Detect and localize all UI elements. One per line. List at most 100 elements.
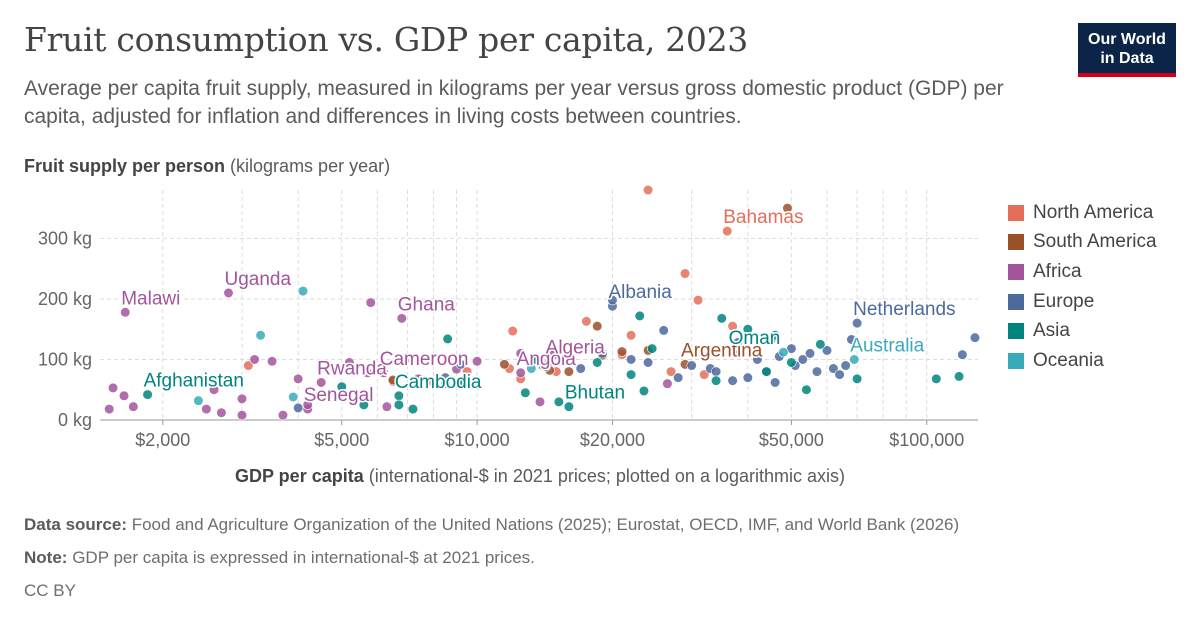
data-point[interactable]	[344, 357, 355, 368]
legend-item-oceania[interactable]: Oceania	[1008, 346, 1157, 376]
data-point[interactable]	[732, 337, 743, 348]
data-point[interactable]	[293, 373, 304, 384]
data-point[interactable]	[742, 372, 753, 383]
data-point[interactable]	[727, 375, 738, 386]
data-point[interactable]	[118, 390, 130, 401]
data-point[interactable]	[515, 367, 526, 378]
data-point[interactable]	[472, 356, 483, 367]
data-point[interactable]	[381, 401, 392, 412]
data-point[interactable]	[786, 357, 797, 368]
data-point[interactable]	[534, 396, 546, 407]
data-point[interactable]	[302, 399, 313, 410]
data-point[interactable]	[634, 310, 645, 321]
data-point[interactable]	[811, 366, 823, 377]
data-point[interactable]	[378, 367, 389, 378]
data-point[interactable]	[457, 375, 469, 386]
data-point[interactable]	[316, 377, 327, 388]
owid-logo[interactable]: Our World in Data	[1078, 23, 1176, 77]
data-point[interactable]	[243, 360, 254, 371]
data-point[interactable]	[679, 268, 691, 279]
data-point[interactable]	[293, 402, 304, 413]
data-point[interactable]	[142, 389, 153, 400]
data-point[interactable]	[834, 369, 845, 380]
data-point[interactable]	[428, 377, 439, 388]
data-point[interactable]	[236, 393, 248, 404]
data-point[interactable]	[828, 363, 839, 374]
data-point[interactable]	[646, 343, 658, 354]
data-point[interactable]	[365, 297, 376, 308]
data-point[interactable]	[722, 226, 733, 237]
data-point[interactable]	[969, 332, 981, 343]
data-point[interactable]	[499, 359, 510, 370]
data-point[interactable]	[642, 184, 654, 196]
data-point[interactable]	[957, 349, 968, 360]
legend-item-asia[interactable]: Asia	[1008, 316, 1157, 346]
data-point[interactable]	[540, 361, 551, 372]
data-point[interactable]	[396, 313, 407, 324]
data-point[interactable]	[530, 354, 541, 365]
data-point[interactable]	[461, 366, 473, 377]
data-point[interactable]	[399, 355, 410, 366]
data-point[interactable]	[638, 385, 650, 397]
data-point[interactable]	[852, 318, 863, 329]
data-point[interactable]	[852, 373, 863, 384]
data-point[interactable]	[716, 313, 727, 324]
data-point[interactable]	[104, 404, 115, 415]
data-point[interactable]	[742, 324, 753, 335]
data-point[interactable]	[821, 345, 833, 356]
data-point[interactable]	[128, 401, 139, 412]
license[interactable]: CC BY	[24, 581, 76, 600]
data-point[interactable]	[625, 354, 637, 365]
data-point[interactable]	[107, 382, 119, 394]
data-point[interactable]	[597, 348, 608, 359]
data-point[interactable]	[442, 333, 453, 344]
data-point[interactable]	[201, 404, 212, 415]
data-point[interactable]	[507, 325, 518, 337]
data-point[interactable]	[520, 387, 531, 398]
data-point[interactable]	[665, 366, 677, 377]
data-point[interactable]	[563, 401, 574, 412]
data-point[interactable]	[223, 287, 234, 298]
data-point[interactable]	[358, 399, 369, 410]
data-point[interactable]	[804, 348, 816, 359]
data-point[interactable]	[727, 347, 738, 358]
data-point[interactable]	[216, 407, 227, 418]
data-point[interactable]	[815, 339, 826, 350]
data-point[interactable]	[931, 373, 942, 384]
data-point[interactable]	[607, 295, 618, 306]
data-point[interactable]	[407, 404, 419, 415]
data-point[interactable]	[592, 321, 603, 332]
data-point[interactable]	[563, 366, 574, 377]
data-point[interactable]	[846, 334, 857, 345]
data-point[interactable]	[362, 367, 373, 378]
data-point[interactable]	[778, 347, 789, 358]
data-point[interactable]	[658, 325, 669, 336]
data-point[interactable]	[455, 359, 466, 370]
data-point[interactable]	[277, 410, 289, 421]
data-point[interactable]	[297, 285, 309, 297]
legend-item-europe[interactable]: Europe	[1008, 287, 1157, 317]
data-point[interactable]	[710, 375, 722, 386]
legend-item-south-america[interactable]: South America	[1008, 228, 1157, 258]
data-point[interactable]	[699, 369, 710, 380]
data-point[interactable]	[752, 354, 763, 365]
data-point[interactable]	[797, 354, 808, 365]
data-point[interactable]	[581, 316, 592, 327]
data-point[interactable]	[692, 295, 704, 306]
data-point[interactable]	[761, 366, 772, 377]
data-point[interactable]	[548, 349, 559, 360]
data-point[interactable]	[782, 203, 793, 214]
data-point[interactable]	[686, 360, 697, 371]
data-point[interactable]	[249, 354, 260, 365]
data-point[interactable]	[193, 395, 204, 406]
data-point[interactable]	[801, 384, 812, 395]
data-point[interactable]	[515, 348, 526, 359]
data-point[interactable]	[336, 381, 347, 392]
legend-item-north-america[interactable]: North America	[1008, 198, 1157, 228]
data-point[interactable]	[592, 357, 603, 368]
legend-item-africa[interactable]: Africa	[1008, 257, 1157, 287]
data-point[interactable]	[288, 391, 299, 403]
data-point[interactable]	[616, 346, 628, 357]
data-point[interactable]	[662, 378, 673, 389]
data-point[interactable]	[770, 330, 781, 341]
